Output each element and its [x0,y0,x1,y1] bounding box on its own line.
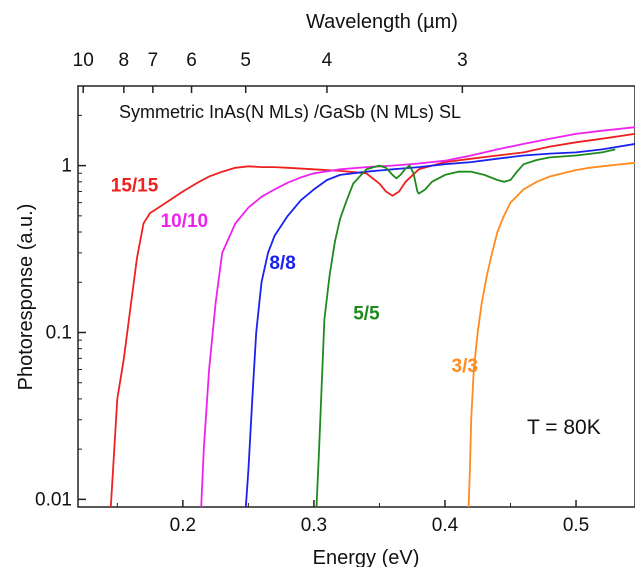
top-tick-label: 7 [148,50,159,71]
top-axis-title: Wavelength (µm) [306,11,458,33]
top-tick-label: 10 [73,50,94,71]
series-lines [109,126,635,508]
series-line-5-5 [315,148,616,508]
series-line-8-8 [244,143,635,508]
x-tick-label: 0.3 [301,515,327,536]
chart-annotation: Symmetric InAs(N MLs) /GaSb (N MLs) SL [119,102,461,122]
series-label-8-8: 8/8 [269,253,295,274]
x-axis-title: Energy (eV) [313,547,420,567]
x-tick-label: 0.4 [432,515,459,536]
top-tick-label: 5 [240,50,251,71]
top-tick-label: 8 [119,50,130,71]
series-label-15-15: 15/15 [111,175,159,196]
y-tick-label: 0.1 [46,322,72,343]
top-tick-label: 6 [186,50,197,71]
series-line-10-10 [200,126,635,508]
y-tick-label: 0.01 [35,489,72,510]
x-tick-label: 0.5 [563,515,589,536]
x-tick-label: 0.2 [170,515,196,536]
series-line-3-3 [467,161,635,508]
series-label-3-3: 3/3 [452,356,478,377]
top-tick-label: 4 [322,50,333,71]
y-tick-label: 1 [61,156,72,177]
series-line-15-15 [109,133,635,508]
x-ticks: 0.2 0.3 0.4 0.5 [116,500,589,536]
top-tick-label: 3 [457,50,468,71]
temperature-label: T = 80K [527,416,601,439]
y-ticks: 0.01 0.1 1 [35,85,86,510]
top-ticks: 10 8 7 6 5 4 3 [73,50,468,93]
plot-frame [77,85,635,508]
series-label-10-10: 10/10 [161,211,209,232]
series-label-5-5: 5/5 [353,303,380,324]
y-axis-title: Photoresponse (a.u.) [15,204,37,391]
